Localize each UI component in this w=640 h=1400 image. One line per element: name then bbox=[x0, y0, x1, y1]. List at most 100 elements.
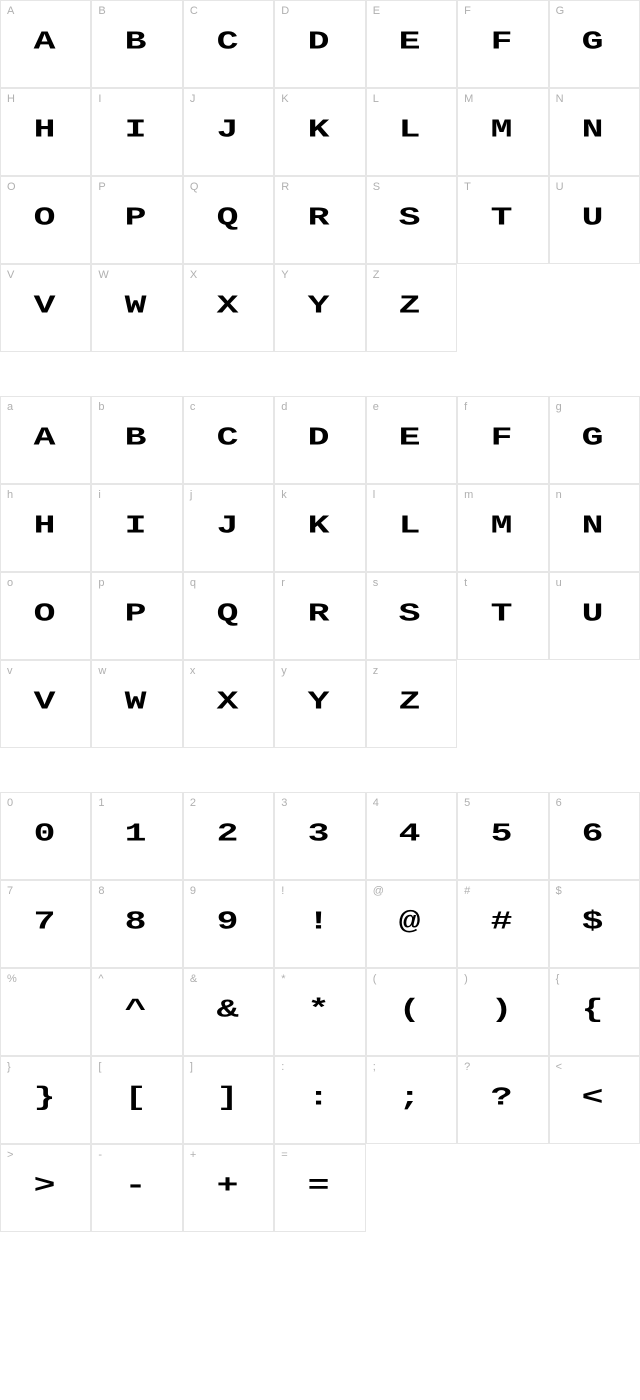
cell-glyph: C bbox=[216, 423, 241, 453]
glyph-cell: lL bbox=[366, 484, 457, 572]
glyph-cell: RR bbox=[274, 176, 365, 264]
cell-glyph: P bbox=[125, 203, 150, 233]
glyph-cell: ^^ bbox=[91, 968, 182, 1056]
cell-glyph: R bbox=[308, 599, 333, 629]
glyph-cell: HH bbox=[0, 88, 91, 176]
glyph-cell: vV bbox=[0, 660, 91, 748]
section-uppercase: AABBCCDDEEFFGGHHIIJJKKLLMMNNOOPPQQRRSSTT… bbox=[0, 0, 640, 352]
glyph-cell: ++ bbox=[183, 1144, 274, 1232]
cell-glyph: Z bbox=[399, 687, 424, 717]
cell-label: + bbox=[190, 1149, 196, 1161]
cell-glyph: G bbox=[582, 27, 607, 57]
cell-label: q bbox=[190, 577, 196, 589]
cell-label: f bbox=[464, 401, 467, 413]
cell-label: n bbox=[556, 489, 562, 501]
cell-label: M bbox=[464, 93, 473, 105]
cell-label: ? bbox=[464, 1061, 470, 1073]
cell-label: > bbox=[7, 1149, 13, 1161]
glyph-cell: 11 bbox=[91, 792, 182, 880]
glyph-cell: UU bbox=[549, 176, 640, 264]
glyph-cell: zZ bbox=[366, 660, 457, 748]
glyph-cell: JJ bbox=[183, 88, 274, 176]
cell-label: } bbox=[7, 1061, 11, 1073]
cell-glyph: M bbox=[491, 511, 516, 541]
cell-label: Z bbox=[373, 269, 380, 281]
cell-label: ^ bbox=[98, 973, 103, 985]
glyph-cell: && bbox=[183, 968, 274, 1056]
glyph-cell: ;; bbox=[366, 1056, 457, 1144]
glyph-cell: (( bbox=[366, 968, 457, 1056]
glyph-cell: % bbox=[0, 968, 91, 1056]
cell-glyph: M bbox=[491, 115, 516, 145]
cell-glyph: 7 bbox=[33, 907, 58, 937]
cell-glyph: 6 bbox=[582, 819, 607, 849]
glyph-cell: ?? bbox=[457, 1056, 548, 1144]
glyph-cell: LL bbox=[366, 88, 457, 176]
cell-glyph: Z bbox=[399, 291, 424, 321]
glyph-cell: PP bbox=[91, 176, 182, 264]
cell-glyph: @ bbox=[399, 907, 424, 937]
cell-glyph: X bbox=[216, 687, 241, 717]
cell-glyph: 1 bbox=[125, 819, 150, 849]
cell-label: 4 bbox=[373, 797, 379, 809]
cell-glyph: [ bbox=[125, 1083, 150, 1113]
cell-glyph: B bbox=[125, 423, 150, 453]
cell-glyph: G bbox=[582, 423, 607, 453]
cell-glyph: F bbox=[491, 27, 516, 57]
cell-glyph: ( bbox=[399, 995, 424, 1025]
glyph-cell: ** bbox=[274, 968, 365, 1056]
cell-label: 6 bbox=[556, 797, 562, 809]
glyph-cell: )) bbox=[457, 968, 548, 1056]
cell-glyph: { bbox=[582, 995, 607, 1025]
glyph-cell: >> bbox=[0, 1144, 91, 1232]
cell-glyph: A bbox=[33, 423, 58, 453]
cell-glyph: Q bbox=[216, 203, 241, 233]
glyph-cell: fF bbox=[457, 396, 548, 484]
glyph-cell: ZZ bbox=[366, 264, 457, 352]
cell-glyph: Y bbox=[308, 687, 333, 717]
cell-glyph: Y bbox=[308, 291, 333, 321]
cell-label: a bbox=[7, 401, 13, 413]
cell-glyph: X bbox=[216, 291, 241, 321]
cell-label: h bbox=[7, 489, 13, 501]
cell-label: P bbox=[98, 181, 105, 193]
cell-glyph: O bbox=[33, 203, 58, 233]
glyph-cell: SS bbox=[366, 176, 457, 264]
glyph-cell: @@ bbox=[366, 880, 457, 968]
glyph-cell: VV bbox=[0, 264, 91, 352]
cell-label: K bbox=[281, 93, 288, 105]
cell-label: i bbox=[98, 489, 100, 501]
glyph-grid: AABBCCDDEEFFGGHHIIJJKKLLMMNNOOPPQQRRSSTT… bbox=[0, 0, 640, 352]
cell-label: p bbox=[98, 577, 104, 589]
cell-label: B bbox=[98, 5, 105, 17]
cell-glyph: J bbox=[216, 115, 241, 145]
cell-label: U bbox=[556, 181, 564, 193]
glyph-cell: rR bbox=[274, 572, 365, 660]
cell-glyph: & bbox=[216, 995, 241, 1025]
cell-label: - bbox=[98, 1149, 102, 1161]
glyph-cell: jJ bbox=[183, 484, 274, 572]
glyph-cell: mM bbox=[457, 484, 548, 572]
cell-glyph: C bbox=[216, 27, 241, 57]
cell-label: 8 bbox=[98, 885, 104, 897]
cell-label: j bbox=[190, 489, 192, 501]
cell-glyph: S bbox=[399, 599, 424, 629]
glyph-cell: sS bbox=[366, 572, 457, 660]
cell-label: $ bbox=[556, 885, 562, 897]
glyph-grid: aAbBcCdDeEfFgGhHiIjJkKlLmMnNoOpPqQrRsStT… bbox=[0, 396, 640, 748]
cell-label: 5 bbox=[464, 797, 470, 809]
cell-label: r bbox=[281, 577, 285, 589]
glyph-cell: 77 bbox=[0, 880, 91, 968]
cell-glyph: I bbox=[125, 511, 150, 541]
cell-glyph: O bbox=[33, 599, 58, 629]
glyph-cell: !! bbox=[274, 880, 365, 968]
cell-glyph: L bbox=[399, 511, 424, 541]
cell-glyph: U bbox=[582, 203, 607, 233]
cell-label: & bbox=[190, 973, 197, 985]
cell-glyph: F bbox=[491, 423, 516, 453]
empty-cell bbox=[549, 264, 640, 352]
glyph-cell: eE bbox=[366, 396, 457, 484]
cell-glyph: Q bbox=[216, 599, 241, 629]
cell-label: 9 bbox=[190, 885, 196, 897]
cell-glyph: H bbox=[33, 511, 58, 541]
